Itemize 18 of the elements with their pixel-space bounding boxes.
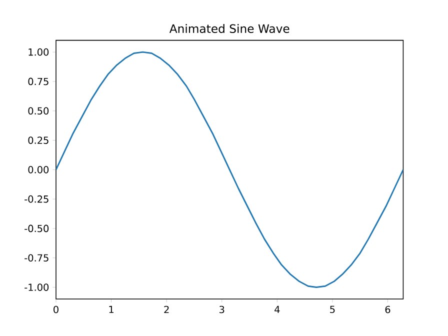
y-tick-label: 0.00 (28, 166, 49, 174)
y-tick-label: 0.75 (28, 78, 48, 86)
line-series (56, 51, 404, 288)
x-tick-label: 3 (220, 306, 224, 314)
y-tick-label: 1.00 (28, 48, 49, 56)
chart-title: Animated Sine Wave (169, 24, 290, 34)
x-tick-label: 0 (54, 306, 58, 314)
x-tick-label: 5 (330, 306, 335, 314)
y-tick-label: -0.50 (24, 224, 49, 232)
x-tick-label: 6 (385, 306, 390, 314)
x-tick-label: 1 (109, 306, 114, 313)
x-tick-label: 4 (274, 306, 280, 313)
y-tick-label: -1.00 (24, 284, 49, 291)
x-tick-label: 2 (164, 306, 169, 314)
y-tick-label: 0.50 (28, 107, 49, 115)
y-tick-label: -0.75 (24, 254, 48, 262)
y-tick-label: 0.25 (28, 136, 48, 144)
y-tick-label: -0.25 (24, 195, 48, 203)
